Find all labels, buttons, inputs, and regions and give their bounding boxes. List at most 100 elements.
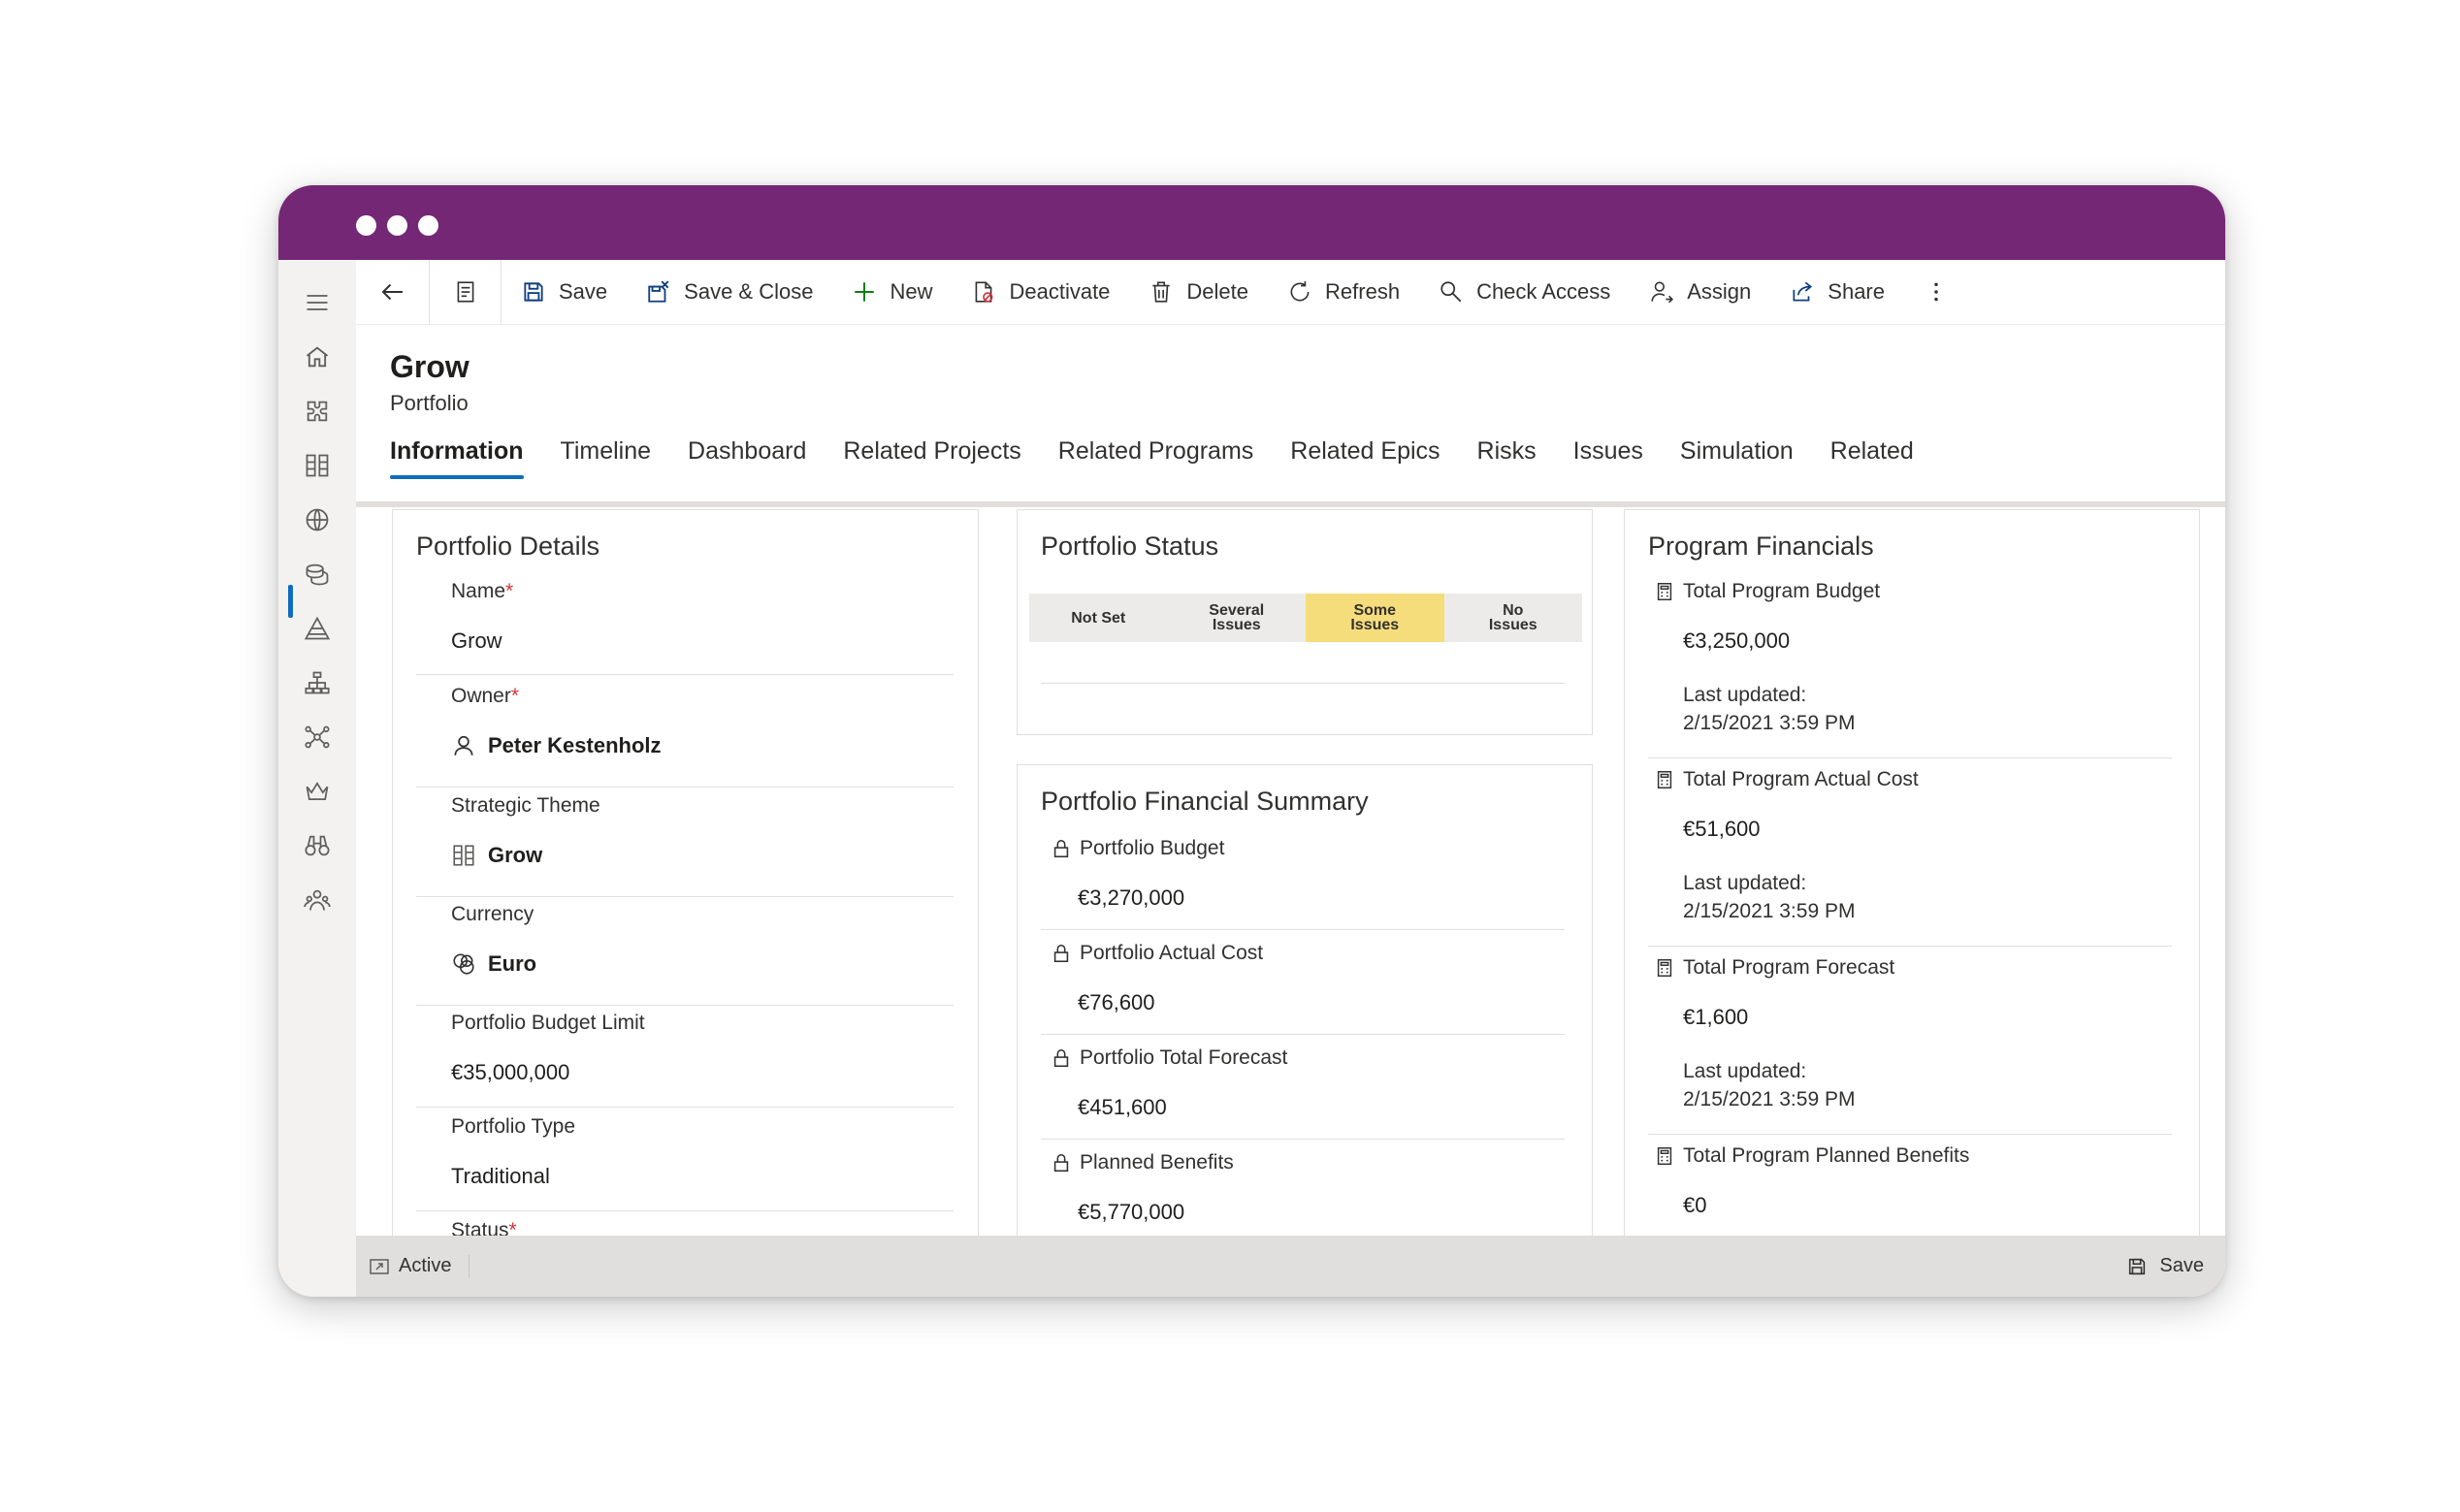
strategy-icon[interactable] — [278, 438, 356, 493]
currency-name[interactable]: Euro — [488, 951, 537, 976]
tab-information[interactable]: Information — [390, 437, 524, 479]
app-window: P Save Save & Close New — [278, 185, 2225, 1297]
budget-limit-value[interactable]: €35,000,000 — [451, 1060, 570, 1084]
refresh-label: Refresh — [1325, 279, 1401, 304]
field-divider — [1041, 683, 1565, 684]
theme-name[interactable]: Grow — [488, 843, 543, 867]
tab-related[interactable]: Related — [1829, 437, 1914, 465]
total-program-budget-value: €3,250,000 — [1683, 628, 1791, 653]
tab-timeline[interactable]: Timeline — [560, 437, 652, 465]
save-button[interactable]: Save — [502, 260, 627, 325]
field-divider — [416, 787, 954, 788]
theme-value[interactable]: Grow — [451, 843, 542, 868]
status-option-some-issues[interactable]: Some Issues — [1306, 594, 1444, 642]
label-text: Planned Benefits — [1080, 1151, 1234, 1174]
menu-icon[interactable] — [278, 275, 356, 330]
portfolio-total-forecast-label: Portfolio Total Forecast — [1051, 1046, 1287, 1070]
financial-summary-section: Portfolio Financial Summary Portfolio Bu… — [1017, 764, 1593, 1246]
arrow-left-icon — [381, 283, 403, 301]
portfolio-budget-value: €3,270,000 — [1078, 885, 1185, 910]
lock-icon — [1053, 944, 1069, 963]
delete-button[interactable]: Delete — [1129, 260, 1268, 325]
section-title: Program Financials — [1648, 531, 1874, 561]
refresh-button[interactable]: Refresh — [1268, 260, 1419, 325]
tab-issues[interactable]: Issues — [1572, 437, 1643, 465]
option-text: Not Set — [1071, 609, 1126, 627]
total-program-actual-cost-value: €51,600 — [1683, 817, 1761, 841]
share-button[interactable]: Share — [1770, 260, 1904, 325]
required-mark: * — [505, 580, 514, 602]
currency-label: Currency — [451, 903, 534, 925]
field-divider — [1041, 1139, 1565, 1140]
portfolio-status-section: Portfolio Status Not Set Several Issues S… — [1017, 509, 1593, 735]
expand-icon[interactable] — [368, 1255, 391, 1278]
option-line: Issues — [1488, 617, 1538, 633]
coins-icon[interactable] — [278, 547, 356, 601]
check-access-button[interactable]: Check Access — [1419, 260, 1630, 325]
check-access-label: Check Access — [1476, 279, 1611, 304]
name-value[interactable]: Grow — [451, 628, 502, 653]
last-updated: Last updated: 2/15/2021 3:59 PM — [1683, 681, 1855, 737]
label-text: Portfolio Budget — [1080, 837, 1225, 859]
back-button[interactable] — [356, 260, 429, 325]
owner-name[interactable]: Peter Kestenholz — [488, 733, 662, 757]
save-close-icon — [648, 280, 669, 303]
type-value[interactable]: Traditional — [451, 1164, 550, 1188]
footer-save-button[interactable]: Save — [2126, 1236, 2204, 1297]
save-icon — [524, 282, 543, 302]
people-icon[interactable] — [278, 873, 356, 927]
pyramid-icon[interactable] — [278, 601, 356, 656]
save-label: Save — [559, 279, 608, 304]
person-icon — [454, 735, 473, 756]
option-text: No Issues — [1488, 603, 1538, 633]
binoculars-icon[interactable] — [278, 819, 356, 873]
tab-simulation[interactable]: Simulation — [1679, 437, 1794, 465]
total-program-forecast-value: €1,600 — [1683, 1005, 1749, 1029]
main-content: Save Save & Close New Deactivate Delete … — [356, 259, 2225, 1297]
status-option-no-issues[interactable]: No Issues — [1444, 594, 1583, 642]
option-line: Issues — [1350, 617, 1400, 633]
coins-icon — [453, 953, 474, 975]
owner-label-text: Owner — [451, 685, 511, 707]
crown-icon[interactable] — [278, 764, 356, 819]
calculator-icon — [1657, 771, 1672, 788]
assign-label: Assign — [1687, 279, 1752, 304]
share-icon — [1793, 281, 1813, 302]
name-label: Name* — [451, 580, 513, 603]
puzzle-icon[interactable] — [278, 384, 356, 438]
tab-related-programs[interactable]: Related Programs — [1057, 437, 1254, 465]
assign-button[interactable]: Assign — [1630, 260, 1770, 325]
new-button[interactable]: New — [832, 260, 952, 325]
owner-value[interactable]: Peter Kestenholz — [451, 733, 662, 758]
label-text: Portfolio Actual Cost — [1080, 942, 1264, 964]
required-mark: * — [508, 1219, 517, 1241]
home-icon[interactable] — [278, 330, 356, 384]
option-line: Some — [1353, 602, 1397, 619]
network-icon[interactable] — [278, 710, 356, 764]
tab-dashboard[interactable]: Dashboard — [688, 437, 807, 465]
hierarchy-icon[interactable] — [278, 656, 356, 710]
type-label: Portfolio Type — [451, 1115, 576, 1138]
currency-value[interactable]: Euro — [451, 951, 536, 977]
field-divider — [416, 674, 954, 675]
tab-related-projects[interactable]: Related Projects — [843, 437, 1021, 465]
globe-icon[interactable] — [278, 493, 356, 547]
save-icon — [2129, 1258, 2146, 1274]
deactivate-button[interactable]: Deactivate — [952, 260, 1129, 325]
save-close-button[interactable]: Save & Close — [627, 260, 832, 325]
active-indicator — [288, 585, 293, 618]
option-line: Issues — [1212, 617, 1261, 633]
entity-name: Portfolio — [390, 391, 469, 415]
option-text: Several Issues — [1209, 603, 1264, 633]
status-option-several-issues[interactable]: Several Issues — [1168, 594, 1307, 642]
page-icon — [457, 281, 473, 303]
form-page-button[interactable] — [429, 259, 502, 325]
tab-related-epics[interactable]: Related Epics — [1290, 437, 1440, 465]
more-commands-button[interactable] — [1904, 260, 1981, 325]
tab-risks[interactable]: Risks — [1476, 437, 1537, 465]
last-updated-value: 2/15/2021 3:59 PM — [1683, 712, 1856, 734]
status-option-not-set[interactable]: Not Set — [1029, 594, 1168, 642]
refresh-icon — [1290, 281, 1310, 302]
calculator-icon — [1657, 1147, 1672, 1165]
last-updated: Last updated: 2/15/2021 3:59 PM — [1683, 1057, 1855, 1113]
